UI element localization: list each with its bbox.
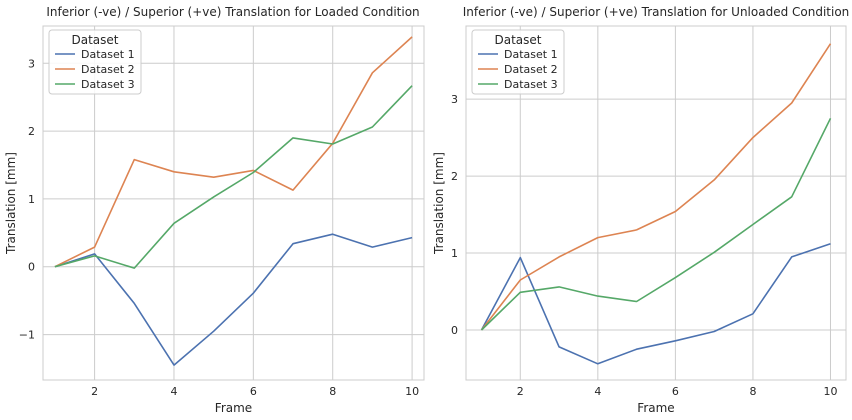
series-line-1 bbox=[480, 243, 831, 365]
legend-title: Dataset bbox=[72, 33, 119, 47]
series-line-3 bbox=[480, 117, 832, 331]
y-axis-label: Translation [mm] bbox=[432, 152, 446, 255]
y-axis-label: Translation [mm] bbox=[4, 152, 18, 255]
y-tick-label: 2 bbox=[451, 170, 458, 183]
x-tick-label: 6 bbox=[672, 385, 679, 398]
x-axis-label: Frame bbox=[637, 401, 674, 415]
y-tick-label: 1 bbox=[28, 193, 35, 206]
y-tick-label: −1 bbox=[19, 329, 35, 342]
x-tick-label: 10 bbox=[823, 385, 837, 398]
y-tick-label: 3 bbox=[451, 93, 458, 106]
x-axis-label: Frame bbox=[215, 401, 252, 415]
legend-entry: Dataset 2 bbox=[504, 63, 558, 76]
chart-panel-2: 2 4 6 8 10 0 1 2 3 Inferior (-ve) / Superior (+ve… bbox=[432, 5, 849, 415]
legend-box bbox=[48, 29, 142, 95]
series-line-1 bbox=[54, 233, 413, 366]
legend-entry: Dataset 2 bbox=[81, 63, 135, 76]
x-tick-label: 10 bbox=[405, 385, 419, 398]
legend-box bbox=[471, 29, 565, 95]
x-tick-label: 8 bbox=[749, 385, 756, 398]
y-tick-label: 0 bbox=[28, 261, 35, 274]
series-line-2 bbox=[480, 43, 832, 331]
plot-frame bbox=[465, 25, 847, 381]
y-tick-label: 1 bbox=[451, 247, 458, 260]
y-tick-label: 2 bbox=[28, 125, 35, 138]
y-tick-label: 3 bbox=[28, 57, 35, 70]
chart-title: Inferior (-ve) / Superior (+ve) Translat… bbox=[46, 5, 419, 19]
plot-frame bbox=[42, 25, 425, 381]
x-tick-label: 4 bbox=[170, 385, 177, 398]
x-tick-label: 6 bbox=[250, 385, 257, 398]
x-tick-label: 4 bbox=[594, 385, 601, 398]
legend-entry: Dataset 1 bbox=[81, 48, 135, 61]
legend-title: Dataset bbox=[495, 33, 542, 47]
y-tick-label: 0 bbox=[451, 324, 458, 337]
series-line-3 bbox=[54, 85, 413, 269]
x-tick-label: 8 bbox=[329, 385, 336, 398]
series-line-2 bbox=[54, 36, 413, 268]
chart-title: Inferior (-ve) / Superior (+ve) Translat… bbox=[463, 5, 850, 19]
legend-entry: Dataset 1 bbox=[504, 48, 558, 61]
legend-entry: Dataset 3 bbox=[81, 78, 135, 91]
legend-entry: Dataset 3 bbox=[504, 78, 558, 91]
x-tick-label: 2 bbox=[91, 385, 98, 398]
x-tick-label: 2 bbox=[517, 385, 524, 398]
chart-panel-1: 2 4 6 8 10 −1 0 1 2 3 Inferior (-ve) / Superior (+… bbox=[4, 5, 425, 415]
